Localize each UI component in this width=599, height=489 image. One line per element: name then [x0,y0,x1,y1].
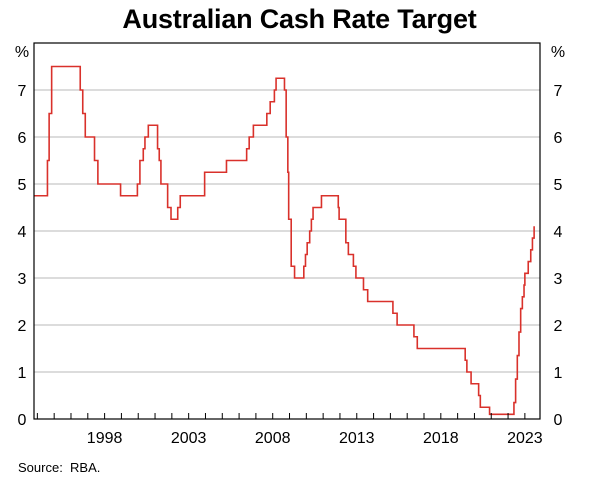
y-tick-label-left: 2 [18,318,27,335]
x-tick-label: 2003 [171,430,207,447]
series-layer [34,65,535,416]
y-tick-label-right: 1 [554,365,563,382]
y-tick-label-left: 7 [18,83,27,100]
x-tick-label: 2018 [423,430,459,447]
y-tick-label-left: 6 [18,130,27,147]
y-tick-label-right: 0 [554,412,563,429]
y-tick-label-left: 0 [18,412,27,429]
y-tick-label-right: 4 [554,224,563,241]
y-unit-right: % [551,44,565,61]
x-tick-label: 2008 [255,430,291,447]
x-tick-label: 1998 [87,430,123,447]
axis-ticks [36,413,526,419]
y-tick-label-left: 1 [18,365,27,382]
axis-labels: % % 0 0 1 1 2 2 3 3 4 4 5 5 6 6 7 7 1998 2003 2008 2013 2018… [15,44,565,447]
x-tick-label: 2013 [339,430,375,447]
x-tick-label: 2023 [507,430,543,447]
y-tick-label-left: 4 [18,224,27,241]
series-line-cash-rate [34,65,535,416]
y-tick-label-left: 3 [18,271,27,288]
y-unit-left: % [15,44,29,61]
y-tick-label-left: 5 [18,177,27,194]
plot-frame [33,42,541,420]
source-label: Source: [18,460,63,475]
y-tick-label-right: 6 [554,130,563,147]
y-tick-label-right: 2 [554,318,563,335]
source-note: Source: RBA. [18,460,100,475]
source-value: RBA. [70,460,101,475]
gridlines [34,89,540,373]
y-tick-label-right: 7 [554,83,563,100]
y-tick-label-right: 5 [554,177,563,194]
y-tick-label-right: 3 [554,271,563,288]
chart-title: Australian Cash Rate Target [122,4,477,34]
